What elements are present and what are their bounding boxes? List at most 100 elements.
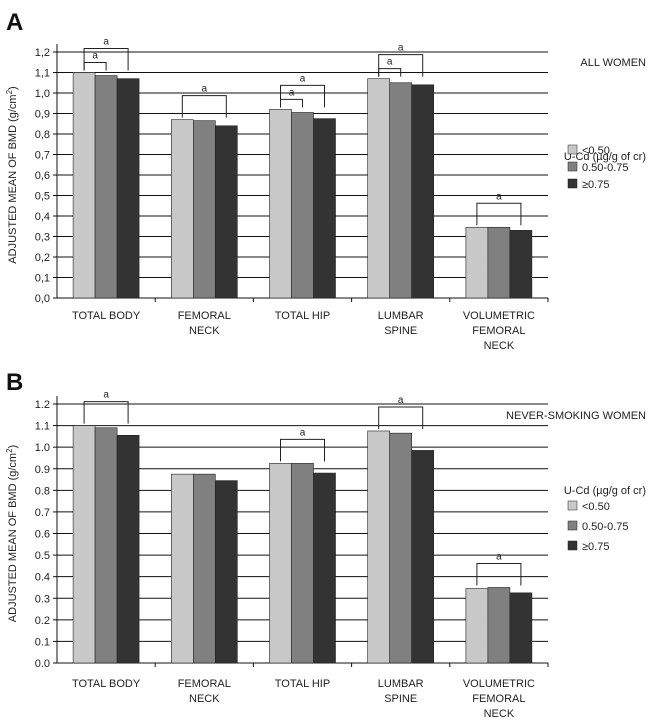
bar (116, 78, 140, 299)
y-tick-label: 0,6 (35, 170, 50, 182)
category-label: NECK (189, 693, 220, 705)
significance-bracket (378, 54, 424, 77)
y-tick-label: 1,0 (35, 88, 50, 100)
category-label: VOLUMETRIC (463, 678, 535, 690)
y-axis-label: ADJUSTED MEAN OF BMD (g/cm2) (5, 445, 19, 622)
bar (94, 427, 118, 664)
significance-bracket (83, 401, 129, 424)
significance-bracket (181, 95, 227, 118)
category-label: SPINE (384, 325, 417, 337)
category-label: FEMORAL (472, 325, 525, 337)
y-tick-label: 1,2 (35, 47, 50, 59)
bar (313, 118, 336, 299)
panel-b: B 0.0 0.1 0.2 0.3 0.4 0.5 0.6 0.7 0.8 0.9 1.0 1.1 1.2… (5, 369, 646, 720)
category-label: TOTAL HIP (275, 310, 330, 322)
y-tick-label: 0,3 (35, 232, 50, 244)
category-label: SPINE (384, 693, 417, 705)
significance-bracket (83, 62, 107, 71)
y-axis-label-sup: 2 (5, 448, 14, 453)
y-tick-label: 0.1 (35, 636, 50, 648)
bar (171, 473, 194, 664)
legend-swatch (567, 540, 578, 551)
y-tick-label: 0.6 (35, 529, 50, 541)
significance-label: a (398, 43, 404, 54)
category-label: NECK (484, 340, 515, 352)
y-tick-label: 0,0 (35, 293, 50, 305)
bar (193, 473, 216, 664)
category-label: NECK (484, 708, 515, 720)
bar (509, 592, 533, 664)
bar (94, 75, 118, 299)
bar (313, 472, 336, 664)
bar (215, 125, 238, 299)
bar (116, 434, 140, 664)
y-axis-label-end: ) (7, 86, 19, 90)
y-tick-label: 0.0 (35, 658, 50, 670)
y-tick-label: 0.9 (35, 464, 50, 476)
bar (487, 226, 511, 299)
y-axis-label: ADJUSTED MEAN OF BMD (g/cm2) (5, 86, 19, 263)
panel-subtitle: ALL WOMEN (580, 57, 646, 69)
y-tick-label: 0.8 (35, 485, 50, 497)
category-label: LUMBAR (378, 678, 424, 690)
significance-bracket (476, 202, 522, 226)
legend-title: U-Cd (µg/g of cr) (564, 151, 646, 163)
significance-label: a (300, 73, 306, 84)
bar (367, 78, 391, 299)
bar (291, 463, 314, 664)
legend-title: U-Cd (µg/g of cr) (564, 485, 646, 497)
significance-label: a (300, 427, 306, 438)
bar (367, 430, 391, 664)
bar (171, 119, 194, 299)
bar (411, 84, 435, 299)
significance-label: a (398, 395, 404, 406)
significance-bracket (378, 68, 402, 77)
legend-swatch (567, 161, 578, 172)
legend-swatch (567, 144, 578, 155)
legend-label: 0.50-0.75 (582, 162, 628, 174)
bar (465, 226, 489, 299)
significance-bracket (280, 438, 325, 462)
significance-bracket (378, 406, 424, 429)
y-tick-label: 0.4 (35, 572, 50, 584)
panel-subtitle: NEVER-SMOKING WOMEN (506, 410, 646, 422)
bar (193, 120, 216, 299)
bar (215, 480, 238, 664)
y-axis-label-text: ADJUSTED MEAN OF BMD (g/cm (7, 453, 19, 622)
legend-label: <0.50 (582, 501, 610, 513)
y-tick-label: 0.3 (35, 593, 50, 605)
significance-label: a (103, 37, 109, 48)
significance-label: a (103, 390, 109, 401)
panel-label: B (6, 369, 23, 396)
panel-a: A 0,0 0,1 0,2 0,3 0,4 0,5 0,6 0,7 0,8 0,9 1,0 1,1 1,2… (5, 9, 646, 352)
category-label: FEMORAL (472, 693, 525, 705)
y-tick-label: 1.2 (35, 399, 50, 411)
y-axis-label-text: ADJUSTED MEAN OF BMD (g/cm (7, 94, 19, 263)
significance-label: a (496, 191, 502, 202)
y-tick-label: 0,8 (35, 129, 50, 141)
significance-label: a (202, 84, 208, 95)
category-label: FEMORAL (178, 678, 231, 690)
bar (465, 588, 489, 664)
legend-label: ≥0.75 (582, 541, 609, 553)
legend-swatch (567, 178, 578, 189)
y-tick-label: 0,1 (35, 273, 50, 285)
legend-swatch (567, 500, 578, 511)
legend-label: ≥0.75 (582, 179, 609, 191)
category-label: TOTAL BODY (72, 310, 141, 322)
significance-label: a (387, 57, 393, 68)
legend-label: 0.50-0.75 (582, 521, 628, 533)
y-axis-label-end: ) (7, 445, 19, 449)
y-tick-label: 0,7 (35, 150, 50, 162)
bar (487, 587, 511, 664)
significance-label: a (496, 551, 502, 562)
y-tick-label: 1,1 (35, 68, 50, 80)
bar (411, 450, 435, 664)
y-tick-label: 0.5 (35, 550, 50, 562)
y-tick-label: 0,5 (35, 191, 50, 203)
significance-bracket (476, 562, 522, 586)
bar (291, 112, 314, 299)
significance-label: a (92, 51, 98, 62)
y-tick-label: 0,9 (35, 109, 50, 121)
